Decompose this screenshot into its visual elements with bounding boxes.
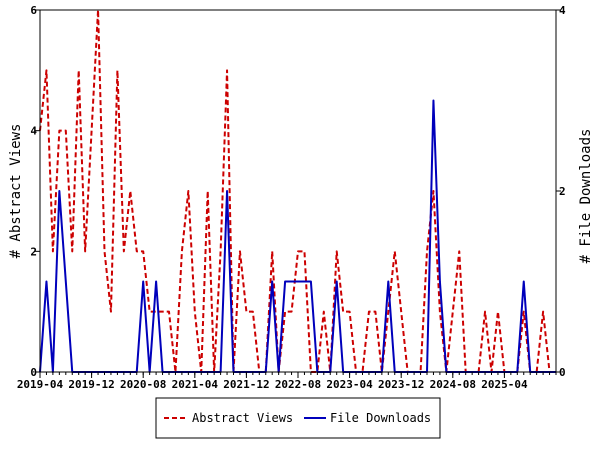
- legend-label-abstract-views: Abstract Views: [192, 411, 293, 425]
- y-right-tick-label: 0: [559, 366, 566, 379]
- legend-label-file-downloads: File Downloads: [330, 411, 431, 425]
- x-tick-label: 2021-12: [223, 378, 269, 391]
- x-tick-label: 2024-08: [430, 378, 476, 391]
- y-right-axis-title: # File Downloads: [578, 129, 594, 264]
- y-right-tick-label: 2: [559, 185, 566, 198]
- legend-box: [155, 397, 441, 439]
- x-tick-label: 2025-04: [481, 378, 528, 391]
- x-tick-label: 2021-04: [172, 378, 219, 391]
- x-tick-label: 2019-04: [17, 378, 64, 391]
- x-tick-label: 2023-04: [326, 378, 373, 391]
- x-tick-label: 2020-08: [120, 378, 166, 391]
- y-left-tick-label: 6: [30, 4, 37, 17]
- plot-frame: [39, 9, 557, 373]
- series-line-file-downloads: [39, 99, 556, 373]
- x-tick-label: 2022-08: [275, 378, 321, 391]
- y-left-tick-label: 2: [30, 245, 37, 258]
- y-left-tick-label: 4: [30, 125, 37, 138]
- legend: Abstract Views File Downloads: [155, 397, 441, 439]
- x-tick-label: 2019-12: [68, 378, 114, 391]
- series-line-abstract-views: [39, 9, 556, 373]
- x-tick-label: 2023-12: [378, 378, 424, 391]
- y-left-tick-label: 0: [30, 366, 37, 379]
- y-left-axis-title: # Abstract Views: [8, 124, 24, 259]
- y-right-tick-label: 4: [559, 4, 566, 17]
